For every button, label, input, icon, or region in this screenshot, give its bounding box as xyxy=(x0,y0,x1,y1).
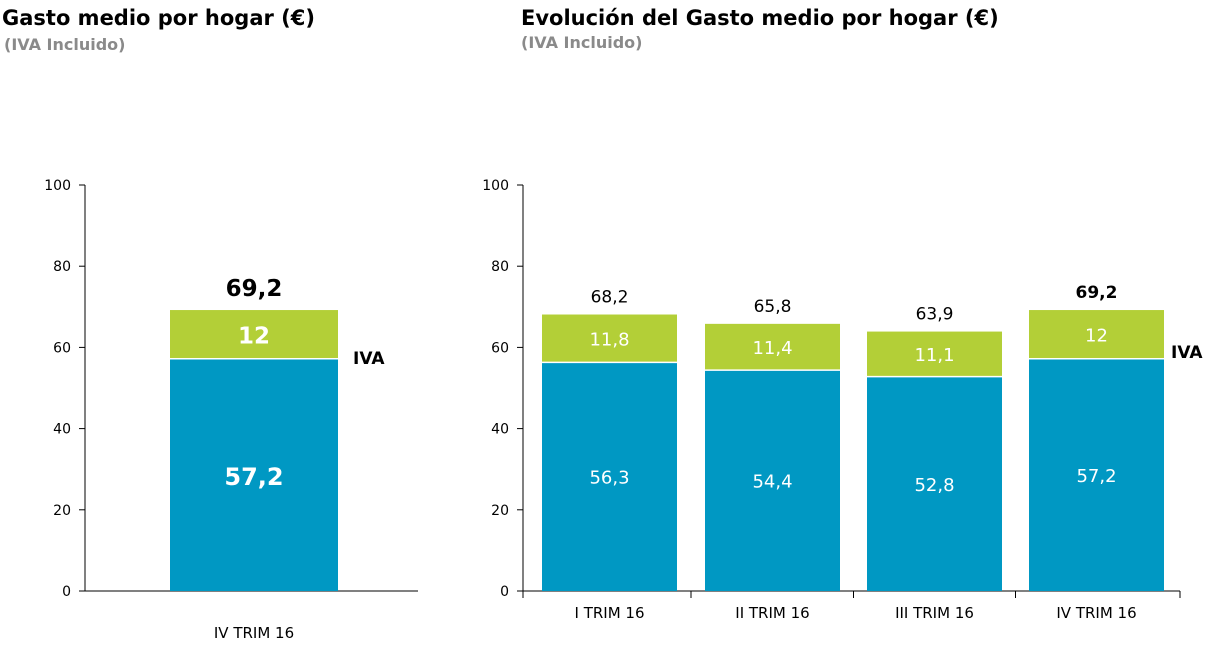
right-bar-base xyxy=(867,376,1002,591)
right-chart-title: Evolución del Gasto medio por hogar (€) xyxy=(521,6,999,30)
left-category-label: IV TRIM 16 xyxy=(214,624,294,642)
left-y-tick-label: 60 xyxy=(53,340,71,356)
right-total-label: 68,2 xyxy=(591,288,629,308)
right-iva-value-label: 11,4 xyxy=(752,338,792,359)
right-bar-base xyxy=(542,362,677,591)
right-total-label: 65,8 xyxy=(754,297,792,317)
right-category-label: II TRIM 16 xyxy=(735,604,809,622)
right-base-value-label: 56,3 xyxy=(589,468,629,489)
right-iva-value-label: 11,1 xyxy=(914,345,954,366)
right-bar-base xyxy=(1029,358,1164,591)
right-y-tick-label: 0 xyxy=(500,584,509,600)
right-chart-subtitle: (IVA Incluido) xyxy=(521,33,643,52)
right-bar-iva xyxy=(1029,310,1164,359)
right-y-tick-label: 80 xyxy=(491,259,509,275)
right-category-label: III TRIM 16 xyxy=(895,604,974,622)
left-bar-iva xyxy=(170,310,338,359)
right-iva-value-label: 12 xyxy=(1085,325,1108,346)
left-iva-value-label: 12 xyxy=(238,323,270,349)
right-base-value-label: 54,4 xyxy=(752,472,792,493)
right-base-value-label: 52,8 xyxy=(914,475,954,496)
left-y-tick-label: 80 xyxy=(53,259,71,275)
left-y-tick-label: 100 xyxy=(44,178,71,194)
right-y-tick-label: 60 xyxy=(491,340,509,356)
left-y-tick-label: 20 xyxy=(53,503,71,519)
right-iva-value-label: 11,8 xyxy=(589,329,629,350)
right-total-label: 69,2 xyxy=(1076,283,1118,303)
right-iva-legend-label: IVA xyxy=(1171,343,1203,363)
right-bar-iva xyxy=(542,314,677,363)
left-iva-legend-label: IVA xyxy=(353,349,385,369)
right-y-tick-label: 100 xyxy=(482,178,509,194)
left-y-tick-label: 0 xyxy=(62,584,71,600)
right-category-label: I TRIM 16 xyxy=(575,604,645,622)
right-bar-iva xyxy=(867,331,1002,377)
left-bar-base xyxy=(170,358,338,591)
left-chart-subtitle: (IVA Incluido) xyxy=(4,35,126,54)
left-base-value-label: 57,2 xyxy=(224,463,283,491)
right-bar-base xyxy=(705,370,840,591)
right-category-label: IV TRIM 16 xyxy=(1056,604,1136,622)
left-chart-title: Gasto medio por hogar (€) xyxy=(2,6,315,30)
left-y-tick-label: 40 xyxy=(53,422,71,438)
left-total-label: 69,2 xyxy=(226,276,283,302)
right-y-tick-label: 40 xyxy=(491,422,509,438)
right-bar-iva xyxy=(705,323,840,371)
right-base-value-label: 57,2 xyxy=(1076,466,1116,487)
right-y-tick-label: 20 xyxy=(491,503,509,519)
right-total-label: 63,9 xyxy=(916,305,954,325)
